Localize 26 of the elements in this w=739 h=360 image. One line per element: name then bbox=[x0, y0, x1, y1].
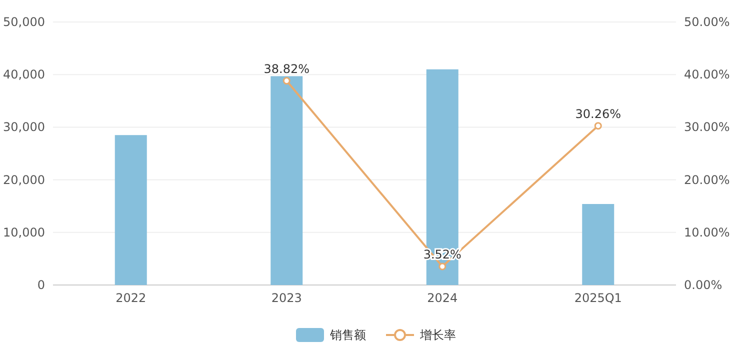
y-tick-label: 10,000 bbox=[3, 225, 45, 240]
data-label: 30.26% bbox=[575, 106, 622, 121]
x-tick-label: 2025Q1 bbox=[574, 291, 622, 305]
point bbox=[438, 262, 446, 270]
y-tick-label: 40,000 bbox=[3, 68, 45, 82]
data-label: 38.82% bbox=[264, 62, 310, 76]
x-tick-label: 2023 bbox=[271, 291, 302, 305]
y2-tick-label: 10.00% bbox=[684, 225, 730, 240]
y-tick-label: 30,000 bbox=[3, 120, 45, 134]
y2-tick-label: 0.00% bbox=[684, 278, 722, 292]
x-tick-label: 2022 bbox=[116, 291, 146, 305]
y2-tick-label: 20.00% bbox=[684, 172, 730, 187]
point bbox=[594, 122, 602, 130]
bar bbox=[114, 135, 147, 285]
y2-tick-label: 30.00% bbox=[684, 120, 730, 134]
x-tick-label: 2024 bbox=[427, 291, 458, 305]
bar bbox=[270, 76, 303, 285]
legend-label: 销售额 bbox=[329, 328, 366, 342]
y2-tick-label: 40.00% bbox=[684, 68, 730, 82]
y2-tick-label: 50.00% bbox=[684, 15, 730, 29]
legend-label: 增长率 bbox=[419, 328, 456, 342]
y-tick-label: 0 bbox=[37, 278, 45, 292]
point bbox=[282, 77, 290, 85]
y-tick-label: 50,000 bbox=[3, 15, 45, 29]
bar bbox=[582, 204, 614, 285]
y-tick-label: 20,000 bbox=[3, 172, 45, 187]
